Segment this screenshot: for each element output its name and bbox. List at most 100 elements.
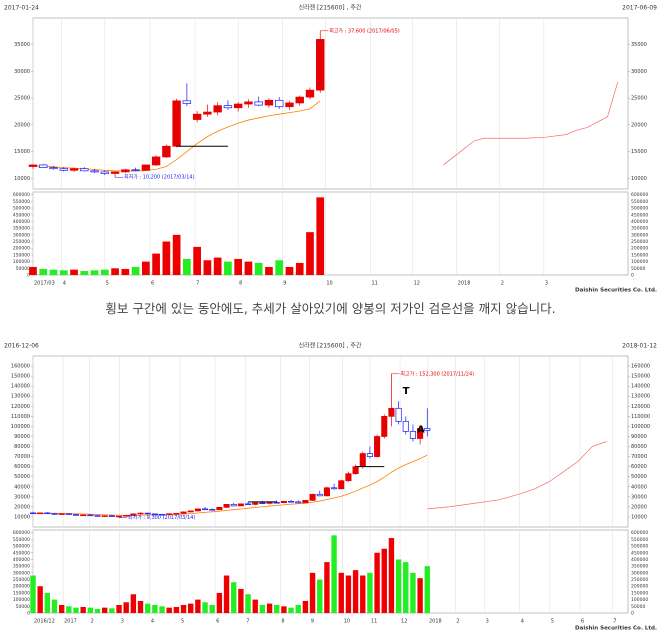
x-tick-label: 2017 [64, 619, 77, 625]
y-tick-label: 100000 [11, 424, 30, 430]
candle-body [302, 499, 309, 504]
y-tick-label: 25000 [631, 96, 647, 102]
volume-tick-label: 400000 [631, 219, 648, 225]
candle-body [388, 407, 395, 417]
y-tick-label: 10000 [631, 514, 647, 520]
y-tick-label: 80000 [631, 444, 647, 450]
volume-bar [403, 562, 409, 613]
y-tick-label: 90000 [14, 434, 30, 440]
volume-tick-label: 0 [27, 273, 30, 279]
candle-body [51, 513, 58, 515]
candle-body [230, 504, 237, 507]
volume-panel [32, 191, 629, 276]
volume-bar [252, 599, 258, 613]
y-tick-label: 40000 [14, 484, 30, 490]
volume-tick-label: 100000 [13, 597, 30, 603]
volume-bar [388, 538, 395, 613]
x-tick-label: 2016/12 [34, 619, 55, 625]
candle-body [80, 514, 87, 517]
y-tick-label: 20000 [631, 504, 647, 510]
y-tick-label: 60000 [631, 464, 647, 470]
candle-body [402, 421, 409, 432]
x-tick-label: 11 [372, 281, 378, 287]
candle-body [90, 170, 99, 173]
volume-bar [66, 606, 72, 613]
start-date: 2017-01-24 [4, 5, 39, 12]
volume-tick-label: 200000 [631, 584, 648, 590]
volume-tick-label: 450000 [13, 550, 30, 556]
volume-bar [37, 586, 43, 613]
candle-body [123, 515, 130, 517]
candle-body [381, 416, 388, 437]
candle-body [216, 507, 223, 511]
volume-bar [316, 197, 325, 275]
y-tick-label: 25000 [14, 96, 30, 102]
volume-tick-label: 350000 [631, 226, 648, 232]
candle-body [110, 171, 120, 174]
candle-body [295, 96, 304, 104]
volume-bar [180, 604, 187, 613]
volume-bar [195, 599, 201, 613]
volume-tick-label: 400000 [13, 219, 30, 225]
volume-tick-label: 500000 [631, 544, 648, 550]
volume-bar [80, 270, 89, 275]
candle-body [409, 431, 416, 439]
volume-bar [131, 266, 140, 275]
moving-average [32, 454, 428, 516]
volume-bar [224, 261, 232, 275]
y-tick-label: 110000 [631, 414, 650, 420]
volume-tick-label: 150000 [13, 590, 30, 596]
candle-body [100, 171, 110, 174]
x-tick-label: 2018 [458, 281, 471, 287]
y-tick-label: 10000 [14, 514, 30, 520]
volume-bar [202, 602, 208, 613]
annotation: 최고가 : 152,300 (2017/11/24) [400, 370, 474, 377]
x-tick-label: 3 [545, 281, 548, 287]
volume-bar [193, 246, 201, 275]
candle-body [203, 111, 212, 115]
volume-bar [80, 606, 86, 613]
candle-body [94, 515, 101, 517]
candle-body [323, 487, 330, 497]
x-tick-label: 2017/03 [34, 281, 55, 287]
volume-bar [166, 607, 172, 613]
y-tick-label: 30000 [14, 494, 30, 500]
volume-bar [302, 600, 309, 613]
volume-bar [259, 604, 266, 613]
volume-bar [274, 604, 280, 613]
volume-tick-label: 500000 [631, 206, 648, 212]
candle-body [194, 508, 201, 512]
volume-tick-label: 400000 [13, 557, 30, 563]
volume-bar [238, 588, 244, 613]
y-tick-label: 120000 [631, 404, 650, 410]
candle-body [259, 502, 266, 505]
candle-body [223, 105, 233, 109]
volume-bar [159, 606, 165, 613]
candle-body [202, 508, 209, 511]
y-tick-label: 35000 [631, 42, 647, 48]
candle-body [131, 169, 140, 171]
volume-tick-label: 300000 [631, 232, 648, 238]
candle-body [417, 428, 424, 439]
volume-bar [49, 269, 58, 275]
x-tick-label: 9 [283, 281, 286, 287]
volume-tick-label: 550000 [13, 199, 30, 205]
volume-bar [29, 266, 37, 275]
volume-bar [123, 602, 129, 613]
candle-body [65, 513, 72, 515]
volume-bar [352, 570, 359, 613]
x-tick-label: 5 [551, 619, 554, 625]
y-tick-label: 150000 [631, 374, 650, 380]
volume-bar [245, 594, 251, 613]
volume-bar [395, 559, 402, 613]
end-date: 2017-06-09 [622, 5, 657, 12]
volume-bar [275, 260, 284, 275]
volume-tick-label: 250000 [631, 239, 648, 245]
candle-body [49, 167, 58, 170]
volume-tick-label: 350000 [13, 226, 30, 232]
candle-body [252, 502, 259, 505]
volume-bar [254, 262, 263, 275]
volume-bar [381, 548, 387, 613]
volume-bar [87, 607, 94, 613]
candle-body [115, 515, 123, 518]
